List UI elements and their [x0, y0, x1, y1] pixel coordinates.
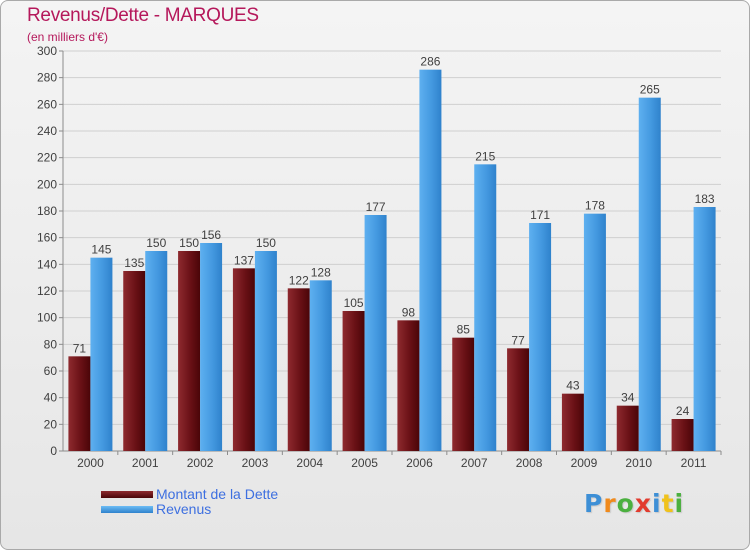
y-tick-label: 140 [37, 257, 57, 271]
bar-revenue [309, 280, 332, 451]
data-label-debt: 24 [676, 404, 690, 418]
bar-debt [123, 271, 146, 451]
bar-debt [507, 348, 530, 451]
y-tick-label: 100 [37, 311, 57, 325]
data-label-revenue: 215 [475, 149, 495, 163]
x-tick-label: 2002 [187, 456, 214, 470]
proxiti-logo: Proxiti [584, 489, 684, 518]
data-label-debt: 98 [402, 305, 416, 319]
data-label-revenue: 128 [311, 265, 331, 279]
data-label-debt: 85 [457, 323, 471, 337]
y-tick-label: 40 [44, 391, 58, 405]
axes: 0 20 40 60 80 100 120 140 160 180 200 220 240 260 280 3… [37, 44, 722, 470]
legend-swatch-debt [101, 491, 153, 498]
logo-letter: t [661, 489, 675, 518]
legend-label-revenue: Revenus [156, 501, 212, 517]
data-label-revenue: 171 [530, 208, 550, 222]
bar-debt [68, 356, 91, 451]
bar-revenue [145, 251, 168, 451]
data-label-debt: 43 [566, 379, 580, 393]
x-tick-label: 2006 [406, 456, 433, 470]
logo-letter: i [674, 489, 685, 518]
y-tick-label: 180 [37, 204, 57, 218]
bar-debt [561, 393, 584, 451]
bar-revenue [364, 215, 387, 451]
data-label-debt: 150 [179, 236, 199, 250]
y-tick-label: 120 [37, 284, 57, 298]
bar-revenue [529, 223, 552, 451]
bar-revenue [200, 243, 223, 451]
legend-swatch-revenue [101, 506, 153, 513]
y-tick-label: 0 [50, 444, 57, 458]
data-label-debt: 71 [73, 341, 87, 355]
data-label-revenue: 150 [256, 236, 276, 250]
bars [68, 69, 716, 452]
logo-letter: x [634, 489, 652, 518]
legend-label-debt: Montant de la Dette [156, 486, 279, 502]
y-tick-label: 160 [37, 231, 57, 245]
x-tick-label: 2005 [351, 456, 378, 470]
x-tick-label: 2008 [516, 456, 543, 470]
bar-revenue [254, 251, 277, 451]
x-tick-label: 2010 [625, 456, 652, 470]
bar-debt [178, 251, 201, 451]
chart-title: Revenus/Dette - MARQUES [27, 5, 259, 26]
y-tick-label: 240 [37, 124, 57, 138]
chart-subtitle: (en milliers d'€) [27, 30, 108, 44]
logo-letter: o [616, 489, 635, 518]
bar-debt [671, 419, 694, 451]
x-tick-label: 2003 [242, 456, 269, 470]
bar-revenue [693, 207, 716, 451]
logo-letter: P [584, 489, 604, 518]
bar-debt [342, 311, 365, 451]
data-label-revenue: 183 [695, 192, 715, 206]
bar-revenue [90, 257, 113, 451]
y-tick-label: 20 [44, 417, 58, 431]
data-label-revenue: 150 [146, 236, 166, 250]
x-tick-label: 2011 [681, 456, 707, 470]
x-tick-label: 2007 [461, 456, 488, 470]
y-tick-label: 280 [37, 71, 57, 85]
y-tick-label: 220 [37, 151, 57, 165]
bar-revenue [419, 69, 442, 452]
data-label-debt: 137 [234, 253, 254, 267]
data-label-revenue: 286 [420, 55, 440, 69]
bar-debt [452, 337, 475, 451]
data-label-debt: 122 [289, 273, 309, 287]
data-label-revenue: 177 [366, 200, 386, 214]
x-tick-label: 2001 [132, 456, 159, 470]
bar-debt [232, 268, 255, 451]
data-label-debt: 135 [124, 256, 144, 270]
x-tick-label: 2009 [571, 456, 598, 470]
data-label-revenue: 265 [640, 83, 660, 97]
gridlines [63, 50, 721, 452]
bar-debt [397, 320, 420, 451]
data-label-revenue: 145 [91, 243, 111, 257]
x-tick-label: 2000 [77, 456, 104, 470]
y-tick-label: 80 [44, 337, 58, 351]
y-tick-label: 60 [44, 364, 58, 378]
y-tick-label: 300 [37, 44, 57, 58]
bar-debt [616, 405, 639, 451]
logo-letter: r [603, 489, 617, 518]
bar-revenue [638, 97, 661, 452]
bar-revenue [474, 164, 497, 452]
x-tick-label: 2004 [296, 456, 323, 470]
y-tick-label: 200 [37, 177, 57, 191]
data-label-debt: 77 [511, 333, 525, 347]
logo-letter: i [652, 489, 662, 518]
data-label-debt: 34 [621, 391, 635, 405]
data-label-revenue: 178 [585, 199, 605, 213]
y-tick-label: 260 [37, 97, 57, 111]
data-label-revenue: 156 [201, 228, 221, 242]
bar-revenue [583, 213, 606, 451]
bar-debt [287, 288, 310, 451]
data-label-debt: 105 [344, 296, 364, 310]
